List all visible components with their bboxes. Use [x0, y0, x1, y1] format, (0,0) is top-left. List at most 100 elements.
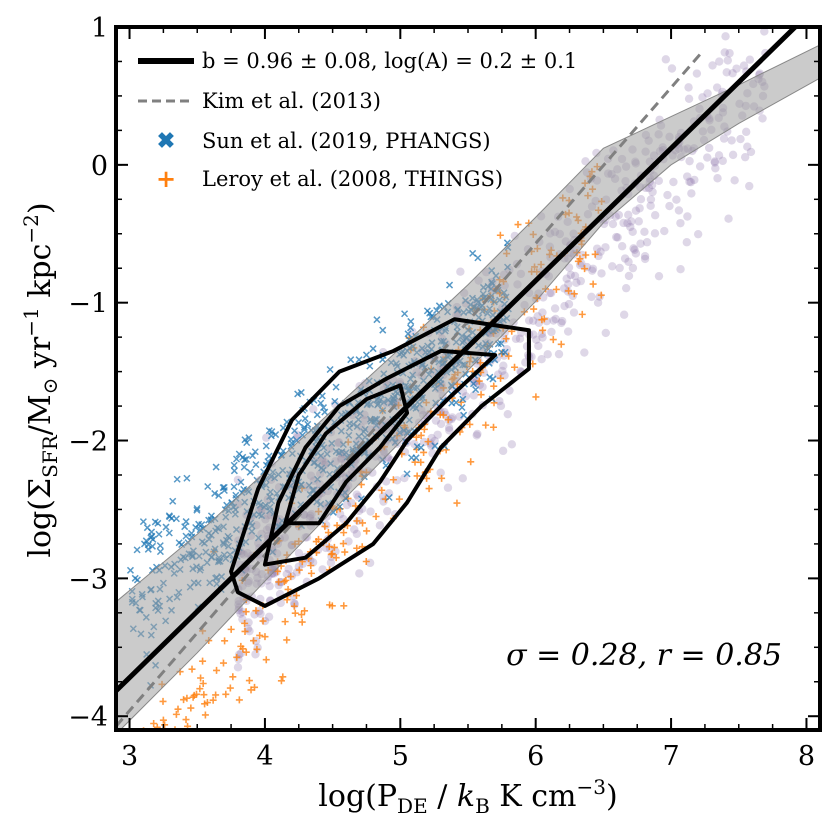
scatter-point-background	[335, 509, 345, 519]
scatter-point-sun	[321, 408, 329, 416]
y-tick-label: 1	[91, 13, 108, 44]
scatter-point-background	[309, 405, 318, 414]
scatter-point-leroy	[298, 618, 306, 626]
legend-leroy-label: Leroy et al. (2008, THINGS)	[202, 167, 503, 191]
scatter-point-sun	[497, 339, 505, 348]
scatter-point-leroy	[552, 285, 560, 293]
scatter-point-leroy	[589, 280, 597, 288]
scatter-point-leroy	[467, 458, 475, 466]
scatter-point-background	[546, 288, 556, 298]
legend-fit-label: b = 0.96 ± 0.08, log(A) = 0.2 ± 0.1	[202, 49, 577, 73]
scatter-point-leroy	[582, 251, 590, 259]
scatter-point-leroy	[424, 438, 432, 446]
scatter-point-sun	[169, 497, 177, 505]
scatter-point-leroy	[581, 265, 589, 273]
scatter-point-leroy	[247, 686, 255, 694]
scatter-point-leroy	[262, 656, 270, 664]
scatter-point-background	[562, 274, 571, 283]
scatter-point-background	[352, 529, 362, 539]
scatter-point-sun	[459, 395, 467, 403]
scatter-point-background	[528, 316, 538, 325]
scatter-point-leroy	[279, 673, 287, 681]
scatter-point-background	[366, 507, 375, 516]
scatter-point-background	[436, 468, 445, 477]
scatter-point-sun	[366, 362, 374, 370]
scatter-point-leroy	[332, 554, 340, 562]
scatter-point-background	[318, 565, 327, 574]
scatter-point-background	[549, 316, 558, 325]
scatter-point-leroy	[227, 625, 235, 633]
scatter-point-leroy	[540, 315, 548, 323]
scatter-point-background	[682, 238, 692, 247]
scatter-point-background	[294, 548, 304, 558]
scatter-point-background	[693, 229, 703, 239]
scatter-point-background	[576, 276, 585, 286]
y-axis-label: log(ΣSFR/M⊙ yr−1 kpc−2)	[19, 202, 62, 557]
scatter-point-background	[672, 195, 681, 204]
scatter-point-leroy	[328, 550, 336, 558]
scatter-point-sun	[181, 523, 189, 531]
scatter-point-sun	[326, 365, 334, 374]
scatter-point-background	[238, 607, 247, 617]
scatter-point-leroy	[241, 619, 249, 627]
scatter-point-sun	[385, 493, 393, 502]
scatter-point-leroy	[199, 657, 207, 665]
scatter-point-leroy	[466, 420, 474, 428]
scatter-point-sun	[131, 574, 139, 582]
confidence-band-layer	[116, 44, 820, 730]
x-tick-label: 8	[798, 741, 815, 772]
scatter-point-sun	[297, 388, 305, 396]
scatter-point-sun	[489, 375, 497, 383]
scatter-point-background	[634, 217, 643, 226]
scatter-point-background	[742, 127, 751, 137]
scatter-point-background	[619, 310, 629, 319]
scatter-point-sun	[193, 504, 201, 513]
scatter-point-leroy	[576, 255, 584, 263]
scatter-point-leroy	[161, 721, 169, 729]
scatter-point-leroy	[242, 648, 250, 656]
scatter-point-background	[564, 280, 573, 289]
scatter-point-background	[350, 525, 359, 534]
scatter-point-background	[650, 229, 660, 238]
scatter-point-background	[667, 64, 677, 73]
scatter-point-background	[640, 227, 649, 236]
scatter-point-sun	[155, 530, 163, 538]
scatter-point-background	[708, 61, 717, 70]
scatter-point-background	[262, 433, 271, 442]
scatter-point-background	[593, 298, 603, 307]
scatter-point-leroy	[327, 550, 335, 558]
scatter-point-background	[427, 433, 436, 443]
scatter-point-leroy	[395, 495, 403, 503]
scatter-point-sun	[242, 455, 250, 463]
scatter-point-background	[710, 157, 719, 166]
scatter-point-background	[628, 227, 637, 237]
scatter-point-background	[745, 181, 754, 191]
scatter-point-sun	[469, 380, 478, 388]
scatter-point-leroy	[213, 666, 221, 674]
plot-area	[116, 27, 820, 730]
scatter-point-background	[581, 157, 590, 166]
scatter-point-background	[722, 68, 731, 77]
scatter-point-leroy	[557, 340, 565, 348]
scatter-point-leroy	[226, 684, 234, 692]
scatter-point-background	[433, 430, 442, 439]
scatter-point-background	[601, 243, 610, 252]
scatter-point-leroy	[259, 617, 267, 625]
scatter-point-background	[557, 318, 566, 328]
scatter-point-leroy	[505, 352, 513, 360]
scatter-point-background	[532, 335, 541, 344]
scatter-point-background	[588, 266, 597, 275]
scatter-point-leroy	[565, 287, 573, 295]
scatter-point-background	[732, 64, 741, 73]
scatter-point-background	[624, 271, 634, 281]
scatter-point-leroy	[496, 231, 504, 239]
scatter-point-sun	[267, 432, 275, 440]
scatter-point-background	[342, 500, 352, 510]
scatter-point-background	[365, 558, 375, 568]
scatter-point-leroy	[363, 527, 371, 535]
scatter-point-background	[739, 61, 749, 70]
scatter-point-background	[674, 206, 684, 215]
scatter-point-sun	[407, 324, 415, 332]
scatter-point-leroy	[340, 529, 348, 537]
scatter-point-leroy	[203, 699, 211, 707]
